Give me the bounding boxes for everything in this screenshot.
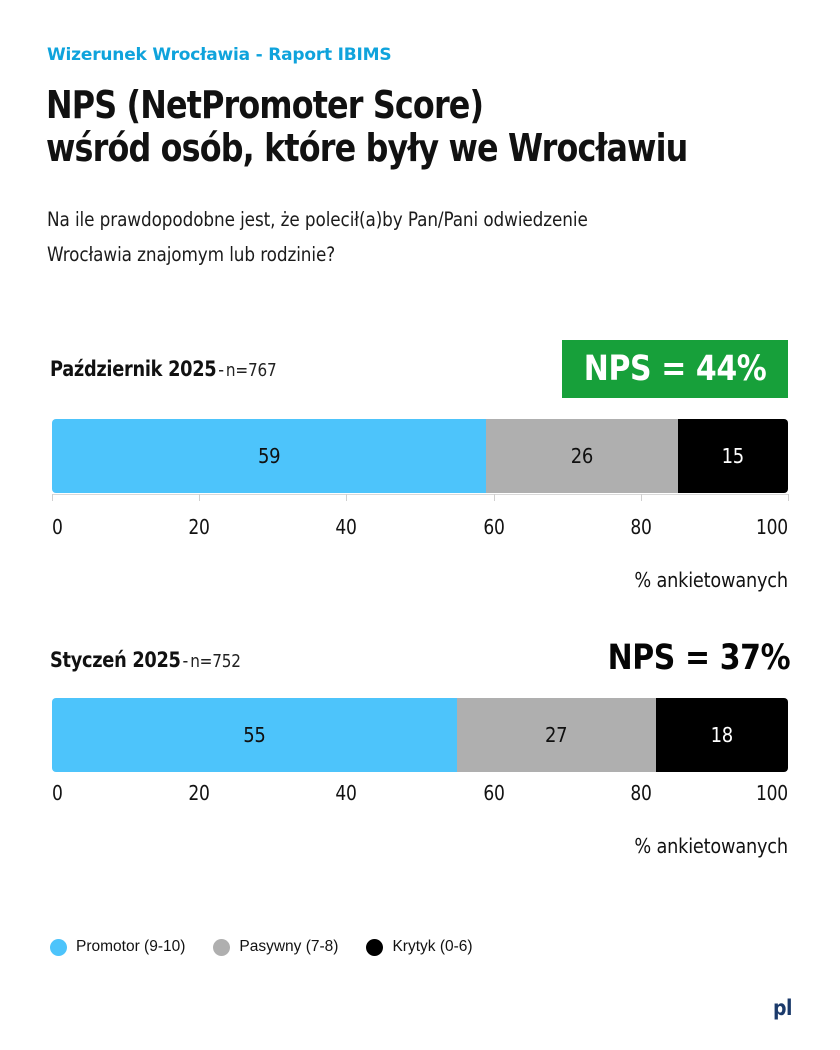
bar-segment: 15 (677, 419, 788, 493)
legend-item: Promotor (9-10) (50, 938, 185, 956)
page-title-line-1: NPS (NetPromoter Score) (46, 83, 484, 127)
stacked-bar-area: 59 26 15 (52, 419, 788, 493)
series-sample-size: n=767 (225, 360, 277, 381)
bar-segment-value: 27 (545, 723, 568, 747)
x-axis-tick-mark (346, 494, 348, 501)
report-kicker: Wizerunek Wrocławia - Raport IBIMS (47, 45, 392, 65)
x-axis-tick-mark (640, 494, 642, 501)
series-period-label: Styczeń 2025 (50, 648, 181, 672)
x-axis-tick-label: 80 (630, 515, 652, 539)
x-axis-tick-mark (199, 494, 201, 501)
stacked-bar: 55 27 18 (52, 698, 788, 772)
bar-segment: 26 (486, 419, 678, 493)
x-axis-tick-labels: 0 20 40 60 80 100 (52, 781, 788, 805)
x-axis-tick-label: 40 (335, 515, 358, 539)
survey-question-line-2: Wrocławia znajomym lub rodzinie? (47, 243, 336, 266)
nps-badge: NPS = 44% (562, 340, 788, 398)
nps-badge-value: NPS = 44% (583, 349, 767, 389)
x-axis-tick-label: 100 (755, 781, 788, 805)
x-axis-tick-label: 0 (52, 515, 63, 539)
bar-segment: 18 (655, 698, 788, 772)
page-title-line-2: wśród osób, które były we Wrocławiu (46, 126, 688, 170)
series-heading: Styczeń 2025- n=752 (50, 648, 241, 672)
x-axis-tick-label: 60 (482, 515, 505, 539)
series-dash: - (182, 650, 189, 672)
legend-item-label: Pasywny (7-8) (239, 938, 339, 955)
x-axis-tick-label: 100 (755, 515, 788, 539)
x-axis-tick-label: 40 (335, 781, 358, 805)
bar-segment-value: 55 (243, 723, 266, 747)
bar-segment-value: 18 (710, 723, 734, 747)
bar-segment-value: 15 (721, 444, 745, 468)
circle-icon (366, 938, 384, 956)
x-axis-tick-mark (52, 494, 53, 501)
nps-value-plain: NPS = 37% (607, 638, 790, 678)
survey-question: Na ile prawdopodobne jest, że polecił(a)… (47, 202, 757, 272)
legend-item-label: Krytyk (0-6) (392, 938, 473, 955)
x-axis-tick-labels: 0 20 40 60 80 100 (52, 515, 788, 539)
x-axis-tick-label: 0 (52, 781, 63, 805)
x-axis-tick-mark (493, 494, 495, 501)
series-period-label: Październik 2025 (50, 357, 217, 381)
legend-item-label: Promotor (9-10) (76, 938, 186, 955)
chart-legend: Promotor (9-10) Pasywny (7-8) Krytyk (0-6) (50, 938, 473, 956)
x-axis-tick-mark (788, 494, 789, 501)
page-title: NPS (NetPromoter Score) wśród osób, któr… (46, 84, 753, 170)
series-sample-size: n=752 (190, 651, 241, 672)
bar-segment: 59 (52, 419, 487, 493)
bar-segment-value: 26 (570, 444, 594, 468)
circle-icon (50, 938, 67, 956)
x-axis-caption: % ankietowanych (634, 568, 789, 592)
stacked-bar-area: 55 27 18 (52, 698, 788, 772)
x-axis-caption: % ankietowanych (634, 834, 789, 858)
circle-icon (213, 938, 231, 956)
stacked-bar: 59 26 15 (52, 419, 788, 493)
series-dash: - (218, 359, 225, 381)
legend-item: Krytyk (0-6) (366, 938, 473, 956)
publisher-logo: pl (773, 996, 793, 1020)
series-heading: Październik 2025- n=767 (50, 357, 277, 381)
bar-segment-value: 59 (257, 444, 281, 468)
x-axis-line (52, 494, 789, 501)
x-axis-tick-label: 60 (482, 781, 505, 805)
survey-question-line-1: Na ile prawdopodobne jest, że polecił(a)… (47, 208, 588, 231)
legend-item: Pasywny (7-8) (213, 938, 338, 956)
x-axis-tick-label: 20 (188, 515, 211, 539)
bar-segment: 55 (52, 698, 457, 772)
x-axis-tick-label: 80 (630, 781, 652, 805)
bar-segment: 27 (456, 698, 656, 772)
x-axis-tick-label: 20 (188, 781, 211, 805)
